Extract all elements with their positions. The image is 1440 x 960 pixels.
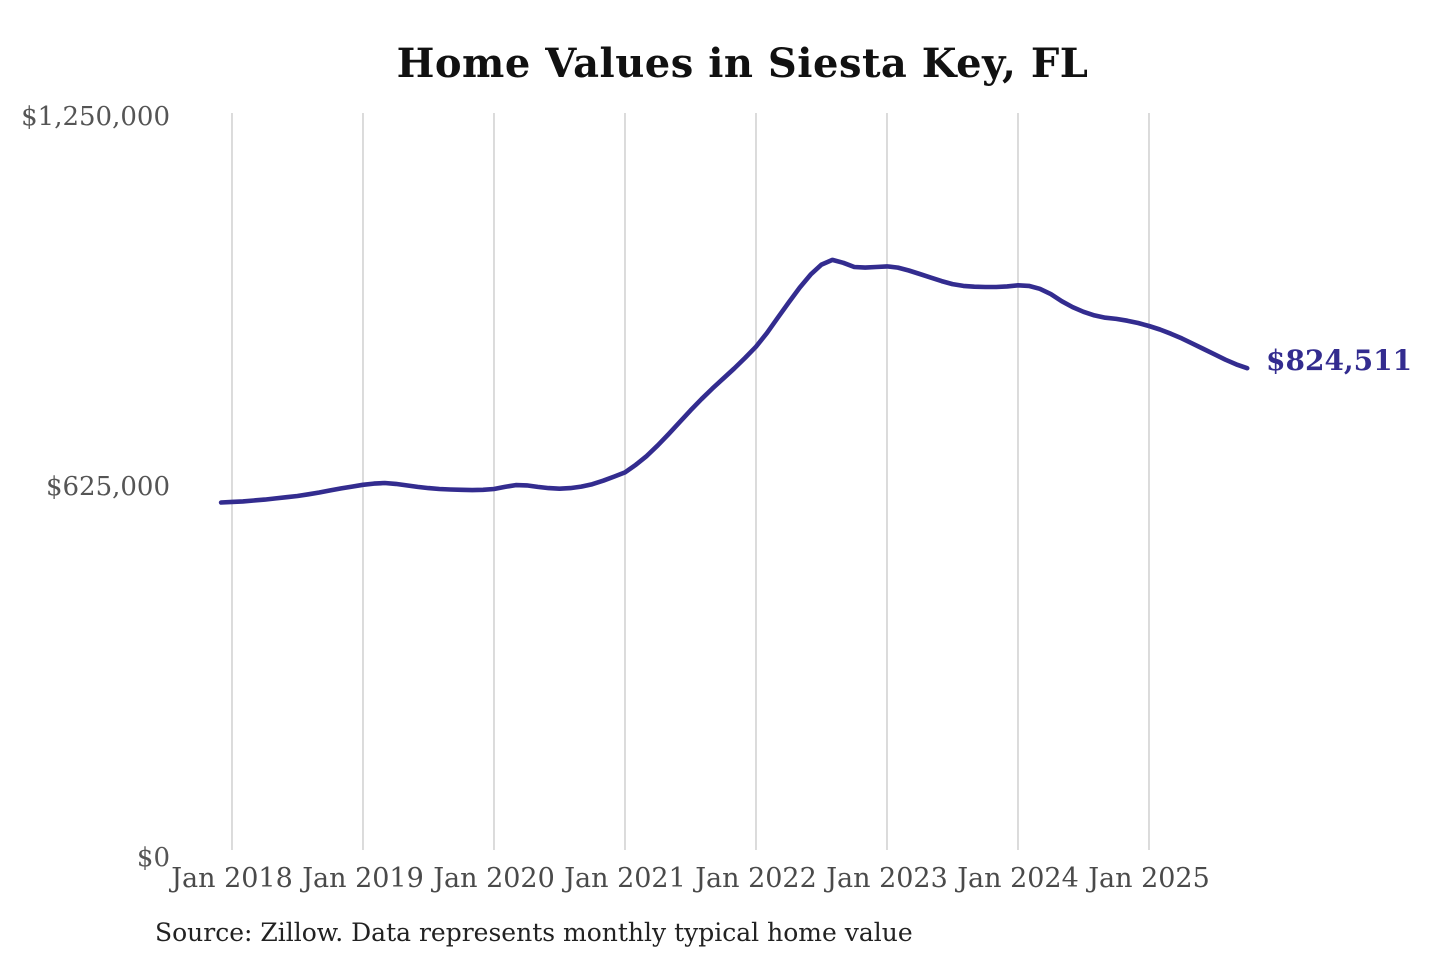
x-axis-tick-label-jan-2025: Jan 2025 bbox=[1088, 863, 1210, 894]
x-axis-tick-label-jan-2020: Jan 2020 bbox=[433, 863, 555, 894]
y-axis-tick-label-1250000: $1,250,000 bbox=[21, 102, 170, 132]
x-axis-tick-label-jan-2023: Jan 2023 bbox=[826, 863, 948, 894]
x-axis-tick-label-jan-2021: Jan 2021 bbox=[564, 863, 686, 894]
source-note: Source: Zillow. Data represents monthly … bbox=[155, 918, 913, 947]
chart-title: Home Values in Siesta Key, FL bbox=[396, 40, 1089, 87]
end-value-label: $824,511 bbox=[1266, 344, 1413, 377]
x-axis-tick-label-jan-2018: Jan 2018 bbox=[171, 863, 293, 894]
y-axis-tick-label-0: $0 bbox=[136, 843, 170, 873]
x-axis-tick-label-jan-2022: Jan 2022 bbox=[695, 863, 817, 894]
y-axis-tick-label-625000: $625,000 bbox=[45, 472, 170, 502]
x-axis-tick-label-jan-2024: Jan 2024 bbox=[957, 863, 1079, 894]
home-value-line bbox=[218, 257, 1250, 505]
x-axis-tick-label-jan-2019: Jan 2019 bbox=[302, 863, 424, 894]
